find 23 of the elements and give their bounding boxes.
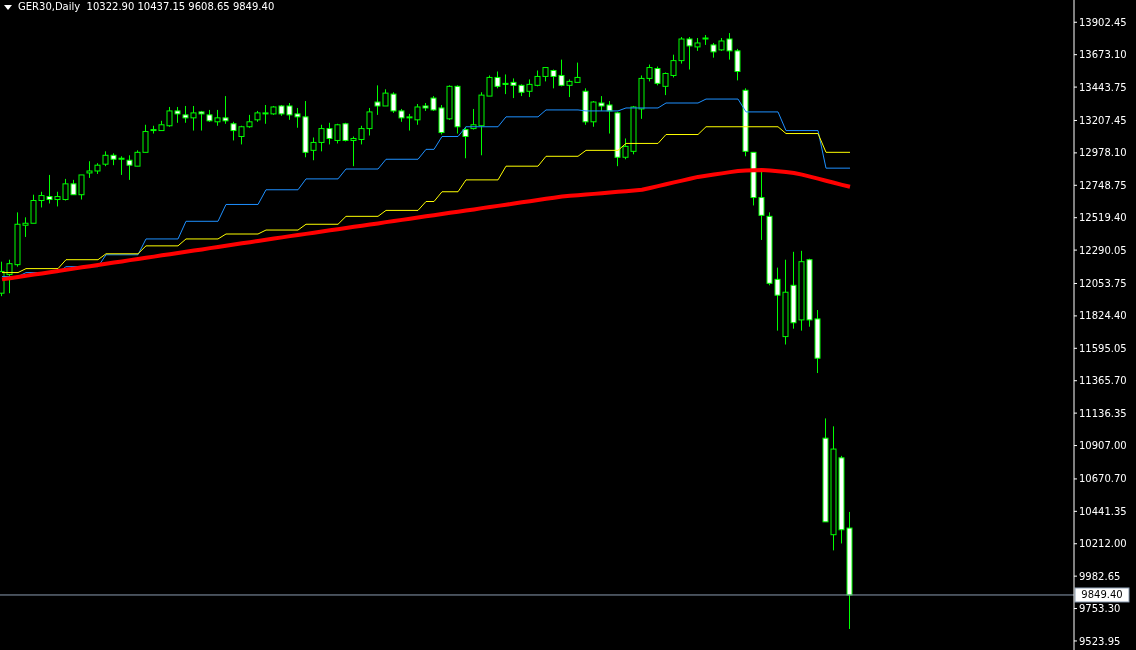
y-tick-label: 11136.35	[1079, 407, 1127, 419]
y-tick-label: 11824.40	[1079, 310, 1127, 322]
ref-line-label: 9849.40	[1081, 589, 1123, 601]
y-tick-label: 13673.10	[1079, 49, 1127, 61]
y-tick-label: 12053.75	[1079, 278, 1127, 290]
y-tick-label: 13207.45	[1079, 115, 1127, 127]
y-tick-label: 10441.35	[1079, 505, 1127, 517]
candlestick	[462, 126, 469, 159]
y-tick-label: 13443.75	[1079, 81, 1127, 93]
y-tick-label: 9982.65	[1079, 570, 1121, 582]
y-tick-label: 9753.30	[1079, 603, 1121, 615]
y-tick-label: 10907.00	[1079, 440, 1127, 452]
chart-title: GER30,Daily 10322.90 10437.15 9608.65 9849.40	[18, 1, 275, 12]
y-tick-label: 13902.45	[1079, 16, 1127, 28]
y-tick-label: 12519.40	[1079, 212, 1127, 224]
y-tick-label: 10670.70	[1079, 473, 1127, 485]
y-tick-label: 12978.10	[1079, 147, 1127, 159]
y-tick-label: 11595.05	[1079, 342, 1127, 354]
y-tick-label: 12748.75	[1079, 179, 1127, 191]
y-tick-label: 9523.95	[1079, 635, 1121, 647]
y-tick-label: 12290.05	[1079, 244, 1127, 256]
y-tick-label: 10212.00	[1079, 538, 1127, 550]
y-tick-label: 11365.70	[1079, 375, 1127, 387]
